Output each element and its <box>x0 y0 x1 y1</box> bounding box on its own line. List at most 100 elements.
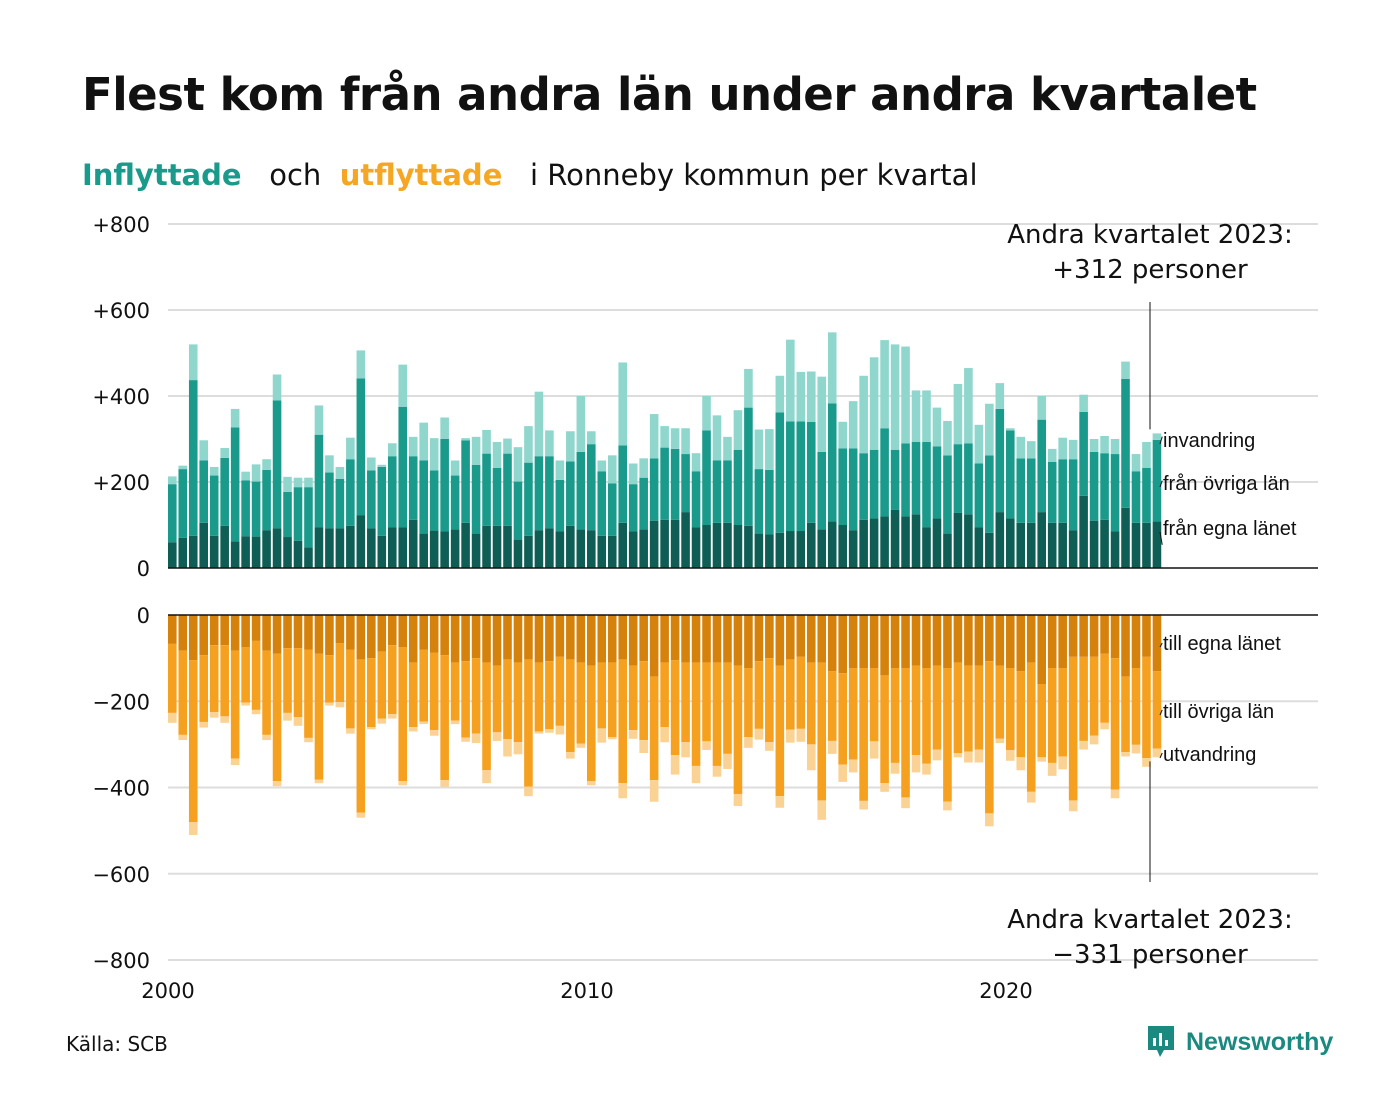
series-label-outflow: till övriga län <box>1163 701 1274 723</box>
bar-outflow-emigration <box>754 728 764 740</box>
bar-inflow-other-counties <box>304 487 313 548</box>
bar-outflow-emigration <box>1110 789 1120 799</box>
bar-outflow-own-county <box>398 615 408 648</box>
bar-outflow-other-counties <box>461 661 470 738</box>
y-tick-label-bottom: −800 <box>92 949 150 973</box>
bar-inflow-other-counties <box>1037 419 1047 513</box>
bar-outflow-other-counties <box>398 647 408 782</box>
bar-outflow-other-counties <box>576 662 586 744</box>
bar-outflow-other-counties <box>387 645 397 715</box>
bar-inflow-own-county <box>367 528 376 568</box>
bar-inflow-other-counties <box>1121 378 1130 508</box>
bar-outflow-own-county <box>765 615 774 659</box>
bar-outflow-own-county <box>806 615 816 663</box>
bar-inflow-immigration <box>597 460 607 472</box>
bar-outflow-own-county <box>1100 615 1109 654</box>
bar-outflow-own-county <box>209 615 219 646</box>
bar-inflow-own-county <box>398 527 408 568</box>
bar-inflow-immigration <box>859 375 868 454</box>
bar-inflow-immigration <box>471 436 481 465</box>
bar-outflow-other-counties <box>566 659 575 753</box>
bar-outflow-own-county <box>471 615 481 659</box>
bar-inflow-immigration <box>922 390 931 443</box>
bar-inflow-immigration <box>304 477 313 488</box>
bar-inflow-own-county <box>964 514 973 568</box>
bar-outflow-emigration <box>670 755 680 775</box>
x-tick-label: 2010 <box>560 979 613 1003</box>
y-tick-label-top: +200 <box>92 471 150 495</box>
bar-outflow-own-county <box>377 615 387 652</box>
bar-outflow-other-counties <box>681 662 690 743</box>
bar-outflow-own-county <box>293 615 303 649</box>
bar-outflow-other-counties <box>272 653 282 782</box>
bar-outflow-own-county <box>880 615 889 676</box>
bar-inflow-immigration <box>576 396 586 452</box>
bar-inflow-own-county <box>1110 531 1120 568</box>
bar-inflow-own-county <box>534 530 544 568</box>
bar-inflow-immigration <box>545 430 554 457</box>
bar-outflow-other-counties <box>869 668 879 742</box>
bar-inflow-immigration <box>712 415 722 461</box>
bar-inflow-own-county <box>859 519 868 568</box>
bar-outflow-emigration <box>241 702 250 706</box>
bar-outflow-other-counties <box>1037 684 1047 758</box>
bar-outflow-emigration <box>901 797 910 809</box>
bar-inflow-other-counties <box>953 444 963 513</box>
bar-inflow-immigration <box>555 460 565 480</box>
bar-inflow-own-county <box>1047 522 1057 568</box>
bar-outflow-emigration <box>911 755 921 773</box>
series-label-outflow: till egna länet <box>1163 633 1281 655</box>
bar-inflow-own-county <box>922 527 931 568</box>
bar-outflow-emigration <box>775 796 785 808</box>
subtitle-inflow-word: Inflyttade <box>82 158 242 192</box>
bar-inflow-immigration <box>429 438 439 471</box>
chart-title: Flest kom från andra län under andra kva… <box>82 68 1257 121</box>
bar-outflow-own-county <box>576 615 586 663</box>
bar-inflow-own-county <box>681 512 690 568</box>
bar-inflow-immigration <box>262 459 271 470</box>
bar-inflow-own-county <box>440 531 449 568</box>
bar-outflow-other-counties <box>1026 662 1036 792</box>
bar-inflow-other-counties <box>1100 453 1109 520</box>
bar-inflow-immigration <box>775 375 785 413</box>
bar-outflow-emigration <box>733 793 743 807</box>
bar-outflow-own-county <box>786 615 795 660</box>
bar-outflow-emigration <box>314 779 324 784</box>
bar-inflow-own-county <box>1152 521 1162 568</box>
bar-outflow-own-county <box>744 615 753 669</box>
bar-inflow-other-counties <box>419 460 428 534</box>
bar-inflow-other-counties <box>765 469 774 535</box>
bar-outflow-own-county <box>230 615 240 651</box>
bar-inflow-immigration <box>367 457 376 471</box>
bar-outflow-own-county <box>534 615 544 663</box>
bar-outflow-own-county <box>503 615 512 660</box>
bar-outflow-emigration <box>838 764 847 782</box>
bar-outflow-own-county <box>1037 615 1047 684</box>
bar-outflow-emigration <box>1047 762 1057 776</box>
bar-inflow-other-counties <box>744 407 753 526</box>
bar-outflow-emigration <box>985 813 994 827</box>
bar-inflow-own-county <box>1006 518 1015 568</box>
bar-outflow-own-county <box>335 615 345 644</box>
bar-inflow-own-county <box>1089 520 1099 568</box>
bar-inflow-own-county <box>209 535 219 568</box>
bar-inflow-immigration <box>482 429 491 454</box>
annotation-bottom: −331 personer <box>1052 940 1248 970</box>
bar-inflow-own-county <box>890 509 900 568</box>
bar-outflow-own-county <box>681 615 690 663</box>
bar-inflow-other-counties <box>880 428 889 517</box>
bar-outflow-emigration <box>1006 749 1015 761</box>
bar-inflow-immigration <box>1152 433 1162 440</box>
bar-outflow-own-county <box>440 615 449 656</box>
bar-outflow-other-counties <box>597 662 607 729</box>
bar-inflow-immigration <box>398 364 408 407</box>
bar-inflow-own-county <box>1016 522 1026 568</box>
bar-outflow-emigration <box>1058 756 1067 770</box>
bar-inflow-other-counties <box>597 471 607 536</box>
bar-inflow-immigration <box>796 371 806 422</box>
bar-inflow-own-county <box>1058 522 1067 568</box>
bar-outflow-emigration <box>1152 748 1162 758</box>
bar-outflow-emigration <box>691 765 701 784</box>
bar-inflow-other-counties <box>283 491 292 538</box>
series-label-outflow: utvandring <box>1163 744 1256 766</box>
